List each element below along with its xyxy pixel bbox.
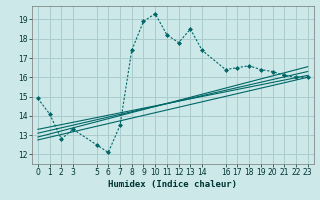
X-axis label: Humidex (Indice chaleur): Humidex (Indice chaleur) [108, 180, 237, 189]
